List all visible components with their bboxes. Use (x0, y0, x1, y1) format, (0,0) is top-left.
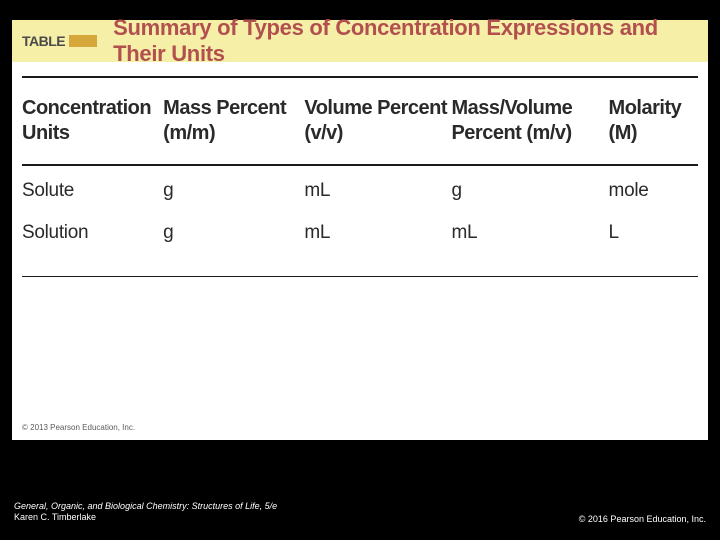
footer-left: General, Organic, and Biological Chemist… (14, 501, 277, 524)
table-title: Summary of Types of Concentration Expres… (113, 15, 708, 67)
table-row: Solute g mL g mole (12, 166, 708, 216)
cell: g (163, 180, 304, 202)
table-row: Solution g mL mL L (12, 216, 708, 258)
book-title: General, Organic, and Biological Chemist… (14, 501, 277, 513)
cell: mole (609, 180, 698, 202)
header-line: Units (22, 121, 163, 146)
figure-copyright: © 2013 Pearson Education, Inc. (22, 423, 135, 432)
header-line: Volume Percent (304, 96, 451, 121)
book-author: Karen C. Timberlake (14, 512, 277, 524)
row-label: Solution (22, 222, 163, 244)
table-header-row: Concentration Units Mass Percent (m/m) V… (12, 78, 708, 164)
column-header: Volume Percent (v/v) (304, 96, 451, 146)
header-line: (v/v) (304, 121, 451, 146)
header-line: Molarity (609, 96, 698, 121)
slide-footer: General, Organic, and Biological Chemist… (14, 501, 706, 524)
table-label: TABLE (22, 33, 97, 49)
header-line: Concentration (22, 96, 163, 121)
footer-copyright: © 2016 Pearson Education, Inc. (579, 514, 706, 524)
cell: g (451, 180, 608, 202)
table-word: TABLE (22, 33, 65, 49)
column-header: Concentration Units (22, 96, 163, 146)
header-line: (M) (609, 121, 698, 146)
cell: g (163, 222, 304, 244)
rule-bottom (22, 276, 698, 277)
column-header: Molarity (M) (609, 96, 698, 146)
header-line: Percent (m/v) (451, 121, 608, 146)
row-label: Solute (22, 180, 163, 202)
column-header: Mass Percent (m/m) (163, 96, 304, 146)
table-number-box (69, 35, 97, 47)
title-banner: TABLE Summary of Types of Concentration … (12, 20, 708, 62)
cell: mL (304, 180, 451, 202)
table-figure: TABLE Summary of Types of Concentration … (12, 20, 708, 440)
cell: mL (304, 222, 451, 244)
header-line: Mass/Volume (451, 96, 608, 121)
cell: mL (451, 222, 608, 244)
header-line: Mass Percent (163, 96, 304, 121)
column-header: Mass/Volume Percent (m/v) (451, 96, 608, 146)
header-line: (m/m) (163, 121, 304, 146)
cell: L (609, 222, 698, 244)
